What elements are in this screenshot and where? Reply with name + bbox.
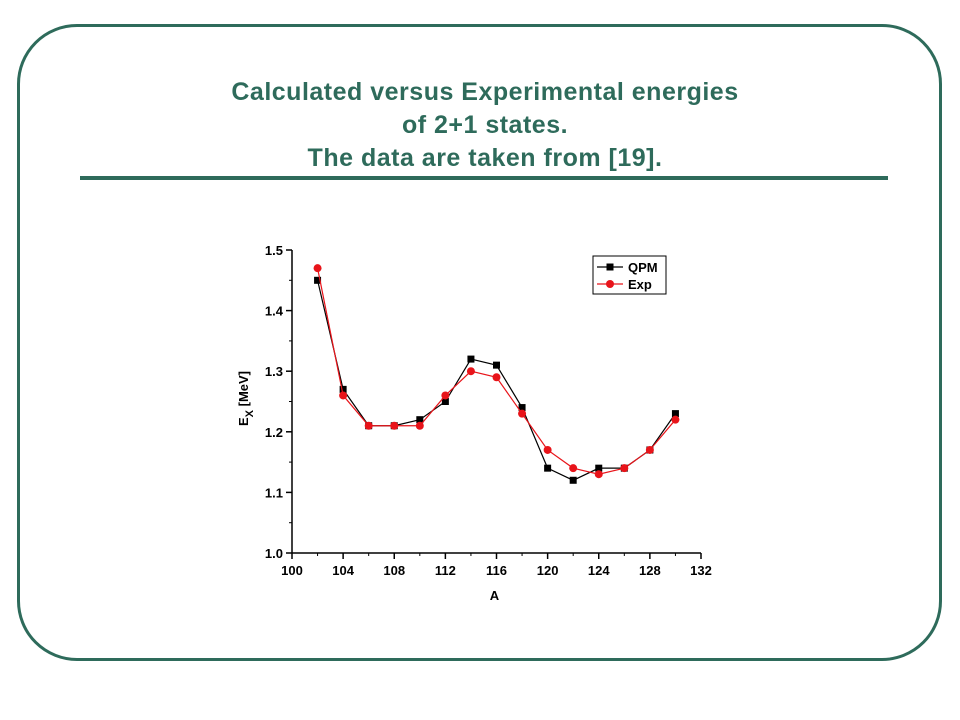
x-tick-label: 128 [639, 563, 661, 578]
data-point-qpm [467, 355, 475, 363]
data-point-exp [339, 391, 348, 400]
data-point-exp [543, 445, 552, 454]
y-axis-label-unit: [MeV] [236, 371, 251, 410]
data-point-qpm [671, 410, 679, 418]
legend-label: Exp [628, 277, 652, 292]
y-tick-label: 1.2 [265, 425, 283, 440]
x-tick-label: 124 [588, 563, 610, 578]
y-tick-label: 1.3 [265, 364, 283, 379]
y-axis-label-main: E [236, 417, 251, 426]
y-axis-label: EX [MeV] [236, 371, 256, 426]
x-tick-label: 132 [690, 563, 712, 578]
data-point-qpm [569, 476, 577, 484]
legend-marker [606, 280, 614, 288]
data-point-exp [415, 421, 424, 430]
legend-label: QPM [628, 260, 658, 275]
x-tick-label: 116 [486, 563, 507, 578]
data-point-exp [492, 373, 501, 382]
y-tick-label: 1.5 [265, 243, 283, 258]
data-point-qpm [416, 416, 424, 424]
x-tick-label: 120 [537, 563, 559, 578]
data-point-qpm [339, 385, 347, 393]
title-line-1: Calculated versus Experimental energies [231, 78, 739, 106]
series-line-exp [316, 268, 676, 475]
y-tick-label: 1.0 [265, 546, 283, 561]
data-point-qpm [544, 464, 552, 472]
legend-marker [606, 263, 614, 271]
title-line-2: of 2+1 states. [401, 111, 569, 139]
slide-title: Calculated versus Experimental energies … [80, 76, 890, 175]
x-tick-label: 100 [281, 563, 303, 578]
data-point-qpm [314, 276, 322, 284]
legend-box [592, 255, 667, 295]
data-point-qpm [493, 361, 500, 369]
data-point-qpm [518, 404, 526, 412]
x-axis-label: A [490, 588, 500, 603]
chart-legend: QPM Exp [592, 255, 667, 295]
title-underline [80, 176, 888, 180]
data-point-exp [518, 409, 527, 418]
x-tick-label: 108 [383, 563, 405, 578]
y-axis-label-sub: X [244, 409, 256, 417]
data-point-exp [569, 464, 578, 473]
title-line-3: The data are taken from [19]. [307, 144, 663, 172]
data-point-exp [313, 264, 322, 273]
data-point-exp [594, 470, 603, 479]
data-point-exp [390, 421, 399, 430]
y-tick-label: 1.4 [265, 304, 284, 319]
data-point-exp [364, 421, 373, 430]
y-tick-label: 1.1 [265, 485, 283, 500]
data-point-qpm [595, 464, 603, 472]
x-tick-label: 104 [332, 563, 354, 578]
data-point-qpm [441, 398, 449, 405]
data-point-exp [645, 445, 654, 454]
data-point-exp [620, 464, 629, 473]
x-tick-label: 112 [435, 563, 456, 578]
slide-frame [17, 24, 942, 661]
data-point-exp [466, 367, 475, 376]
data-point-exp [441, 391, 450, 400]
data-point-exp [671, 415, 680, 424]
